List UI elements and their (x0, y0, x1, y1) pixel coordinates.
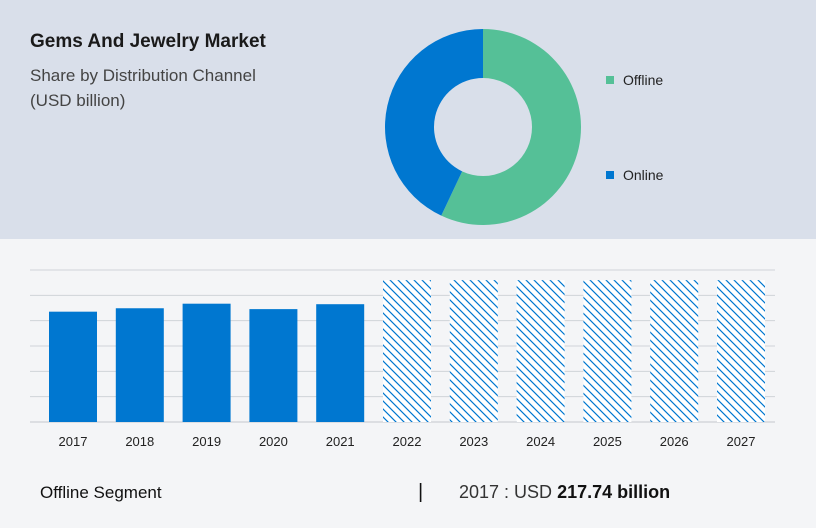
forecast-bar-2024 (516, 280, 565, 422)
bar-2020 (249, 309, 298, 422)
segment-value: 2017 : USD 217.74 billion (459, 482, 670, 503)
subtitle-line-1: Share by Distribution Channel (30, 66, 256, 85)
x-tick-label: 2017 (59, 434, 88, 449)
bar-chart: 2017 2018 2019 2020 2021 2022 2023 2024 2025 2026… (30, 269, 775, 449)
donut-chart (385, 29, 581, 225)
chart-subtitle: Share by Distribution Channel (USD billi… (30, 63, 256, 113)
x-tick-label: 2018 (125, 434, 154, 449)
x-tick-label: 2025 (593, 434, 622, 449)
subtitle-line-2: (USD billion) (30, 91, 126, 110)
x-tick-label: 2020 (259, 434, 288, 449)
donut-slice-offline (441, 29, 581, 225)
legend-label-online: Online (623, 167, 664, 183)
segment-value-prefix: 2017 : USD (459, 482, 558, 502)
x-tick-label: 2024 (526, 434, 555, 449)
legend-label-offline: Offline (623, 72, 664, 88)
legend-swatch-offline (606, 76, 614, 84)
forecast-bar-2026 (650, 280, 699, 422)
legend-item-offline: Offline (606, 72, 663, 88)
footer-separator: | (418, 481, 424, 503)
forecast-bar-2022 (383, 280, 431, 422)
bar-2021 (316, 304, 365, 422)
x-tick-label: 2026 (660, 434, 689, 449)
forecast-bar-2027 (717, 280, 765, 422)
forecast-bar-2023 (449, 280, 498, 422)
x-tick-label: 2022 (393, 434, 422, 449)
x-tick-label: 2027 (727, 434, 756, 449)
bar-2018 (115, 308, 164, 422)
x-tick-label: 2019 (192, 434, 221, 449)
donut-slice-online (385, 29, 483, 216)
segment-label: Offline Segment (40, 483, 162, 502)
x-tick-label: 2021 (326, 434, 355, 449)
bar-2019 (182, 303, 231, 422)
legend-item-online: Online (606, 167, 663, 183)
legend-swatch-online (606, 171, 614, 179)
x-tick-label: 2023 (459, 434, 488, 449)
segment-value-amount: 217.74 billion (557, 482, 671, 502)
bar-2017 (49, 311, 97, 422)
forecast-bar-2025 (583, 280, 632, 422)
chart-title: Gems And Jewelry Market (30, 31, 266, 52)
